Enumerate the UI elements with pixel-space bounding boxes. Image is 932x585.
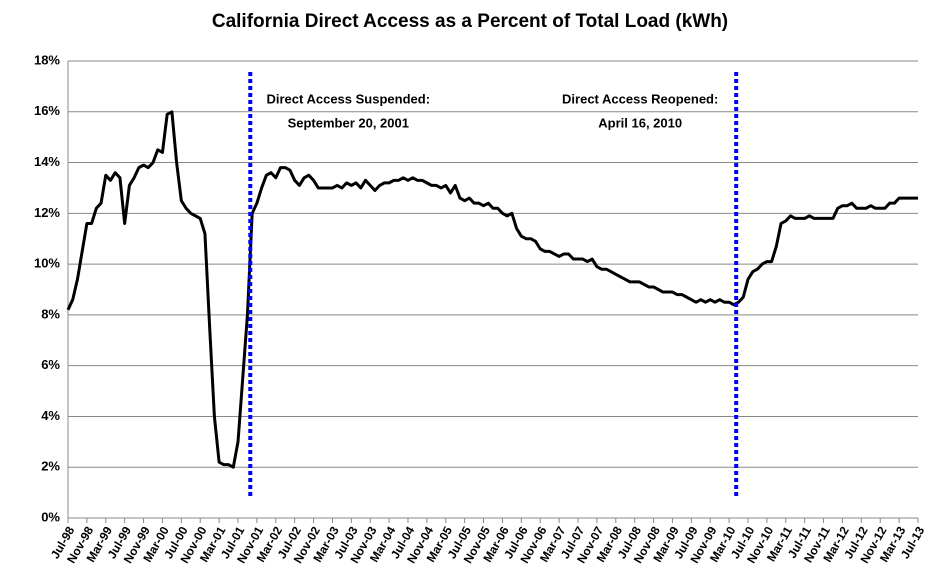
annotation-text: September 20, 2001 [288,115,409,130]
y-tick-label: 12% [34,205,60,220]
annotation-text: Direct Access Suspended: [267,91,431,106]
y-tick-label: 16% [34,103,60,118]
y-tick-label: 8% [41,306,60,321]
data-line [66,110,918,469]
annotation-text: Direct Access Reopened: [562,91,718,106]
y-tick-label: 18% [34,52,60,67]
chart-title: California Direct Access as a Percent of… [212,11,728,32]
y-tick-label: 6% [41,357,60,372]
y-tick-label: 4% [41,408,60,423]
annotation-text: April 16, 2010 [598,115,682,130]
y-tick-label: 14% [34,154,60,169]
y-tick-label: 0% [41,509,60,524]
y-tick-label: 2% [41,459,60,474]
y-tick-label: 10% [34,256,60,271]
